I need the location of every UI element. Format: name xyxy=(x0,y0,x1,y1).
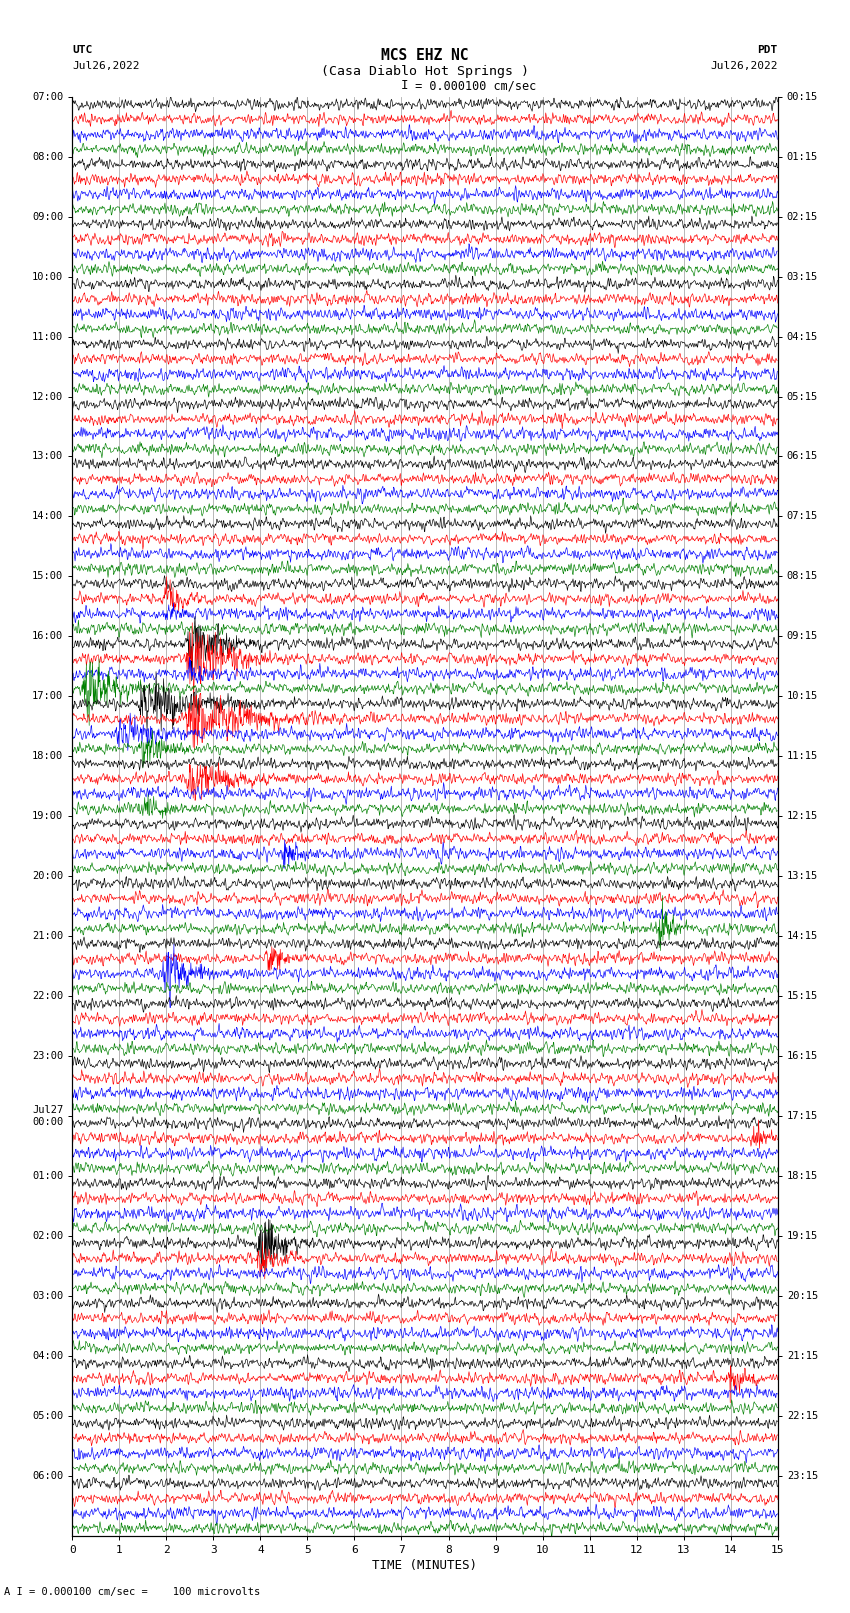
Text: Jul26,2022: Jul26,2022 xyxy=(72,61,139,71)
Text: I: I xyxy=(400,79,408,92)
Text: MCS EHZ NC: MCS EHZ NC xyxy=(382,48,468,63)
Text: PDT: PDT xyxy=(757,45,778,55)
Text: UTC: UTC xyxy=(72,45,93,55)
Text: Jul26,2022: Jul26,2022 xyxy=(711,61,778,71)
Text: (Casa Diablo Hot Springs ): (Casa Diablo Hot Springs ) xyxy=(321,65,529,77)
Text: = 0.000100 cm/sec: = 0.000100 cm/sec xyxy=(408,79,536,92)
Text: A I = 0.000100 cm/sec =    100 microvolts: A I = 0.000100 cm/sec = 100 microvolts xyxy=(4,1587,260,1597)
X-axis label: TIME (MINUTES): TIME (MINUTES) xyxy=(372,1558,478,1571)
